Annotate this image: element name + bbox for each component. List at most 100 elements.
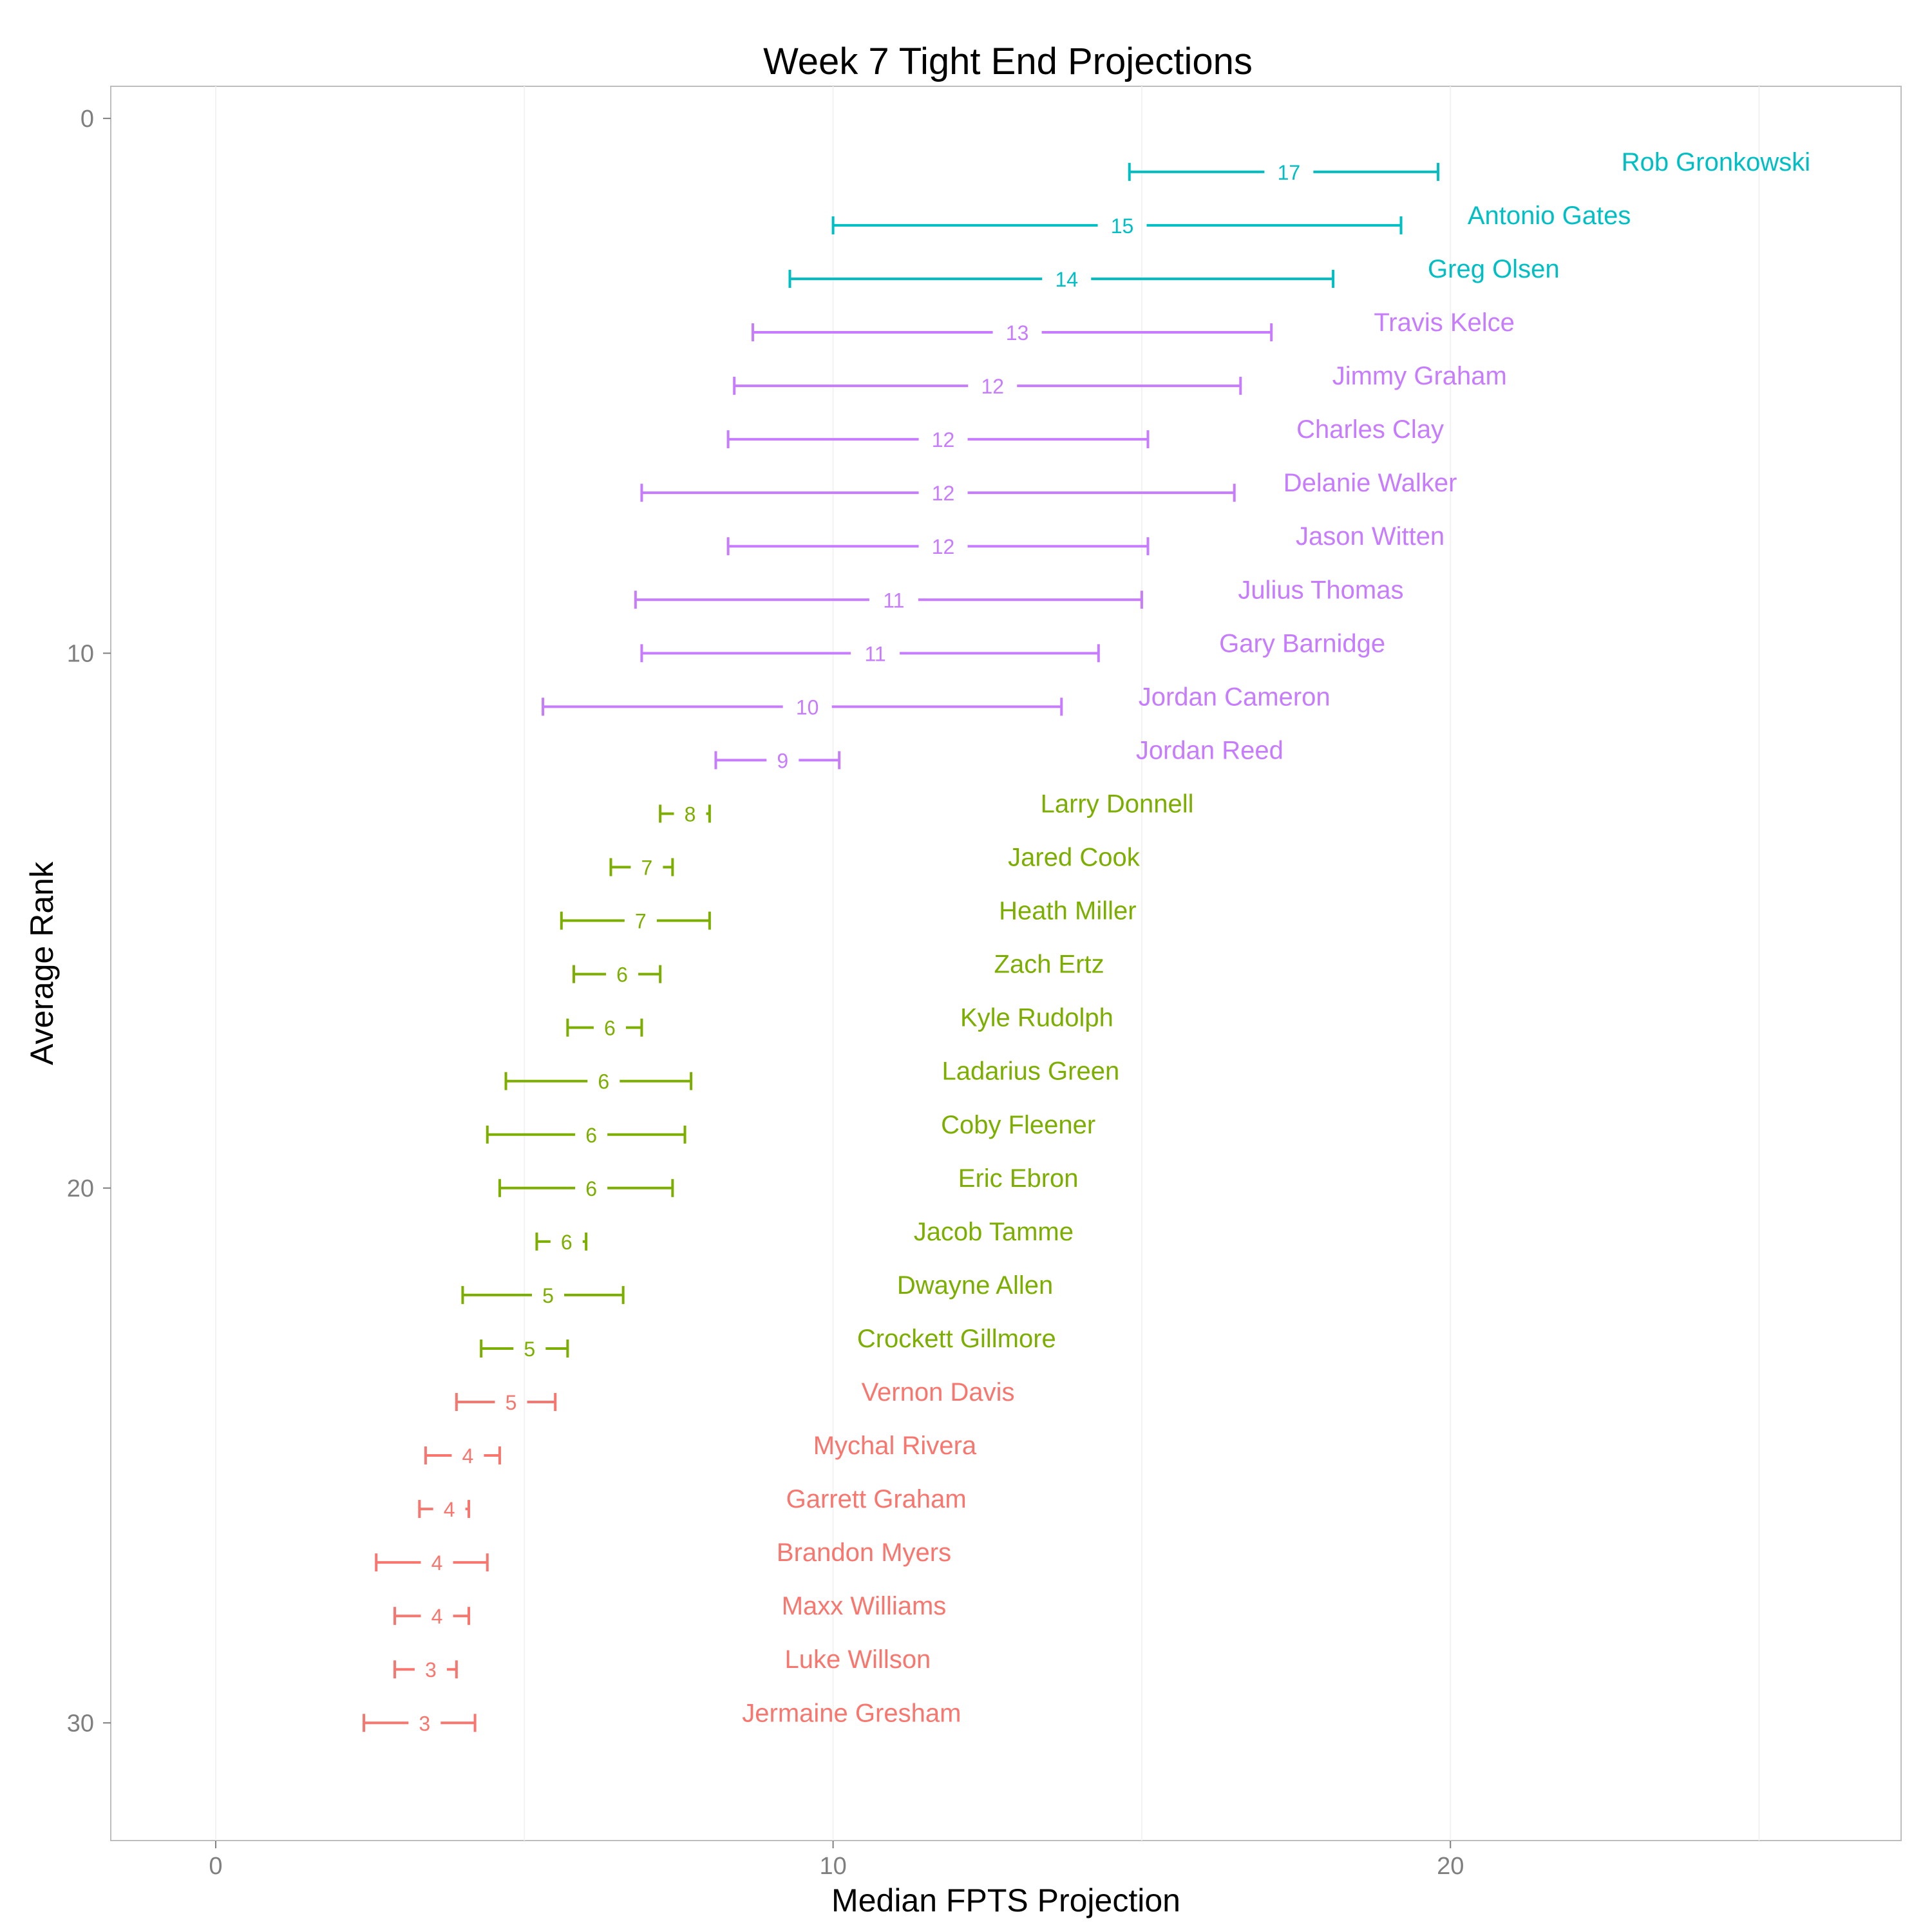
x-axis-title: Median FPTS Projection [831,1882,1180,1918]
error-bar [455,1393,557,1411]
error-bar [733,377,1242,395]
axes: 0 10 20 0 10 20 30 [67,106,1464,1880]
player-name-label: Gary Barnidge [1219,629,1385,658]
error-bar [418,1500,470,1519]
error-bar [751,323,1273,342]
error-bar [560,911,711,930]
median-value-label: 9 [777,749,788,772]
player-name-label: Jordan Cameron [1139,683,1331,711]
median-value-label: 17 [1278,161,1301,184]
player-name-label: Ladarius Green [942,1057,1119,1086]
median-value-label: 15 [1111,214,1134,238]
median-value-label: 14 [1055,268,1078,291]
y-axis-tick-label: 10 [67,640,94,667]
data-labels: 17 Rob Gronkowski 15 Antonio Gates 14 Greg Ol… [419,148,1810,1735]
player-name-label: Kyle Rudolph [960,1004,1113,1032]
median-value-label: 12 [981,375,1004,398]
player-name-label: Coby Fleener [941,1111,1095,1139]
error-bar [726,430,1150,449]
median-value-label: 10 [796,696,819,719]
median-value-label: 11 [864,642,886,665]
error-bar [424,1446,501,1465]
error-bar [363,1714,477,1732]
error-bar [393,1607,470,1625]
median-value-label: 8 [685,802,696,826]
x-axis-tick-label: 10 [819,1853,846,1880]
player-name-label: Jimmy Graham [1332,362,1507,390]
median-value-label: 12 [932,428,955,451]
median-value-label: 6 [604,1017,616,1040]
x-axis-tick-label: 20 [1437,1853,1464,1880]
error-bar [659,804,711,823]
player-name-label: Eric Ebron [958,1164,1079,1193]
player-name-label: Dwayne Allen [897,1271,1053,1300]
median-value-label: 5 [542,1284,554,1307]
y-axis-tick-label: 20 [67,1175,94,1202]
median-value-label: 6 [585,1124,597,1147]
player-name-label: Vernon Davis [862,1378,1015,1406]
median-value-label: 7 [635,910,647,933]
error-bar [609,858,674,876]
player-name-label: Greg Olsen [1428,255,1560,283]
error-bar [375,1553,489,1572]
player-name-label: Jared Cook [1008,844,1141,872]
player-name-label: Charles Clay [1296,415,1444,444]
error-bar [393,1660,458,1679]
error-bar [461,1285,625,1304]
error-bar [566,1018,643,1037]
error-bar [498,1179,674,1197]
player-name-label: Julius Thomas [1238,576,1403,604]
error-bar [572,965,662,983]
error-bar [1128,162,1440,181]
error-bar [486,1125,687,1144]
grid-lines [214,86,1760,1841]
player-name-label: Travis Kelce [1374,308,1515,337]
median-value-label: 5 [506,1391,517,1414]
error-bar [640,484,1236,502]
median-value-label: 12 [932,535,955,558]
error-bars [363,162,1440,1732]
median-value-label: 13 [1006,321,1029,345]
player-name-label: Crockett Gillmore [857,1325,1056,1353]
median-value-label: 4 [462,1444,474,1468]
median-value-label: 4 [431,1551,443,1575]
player-name-label: Larry Donnell [1041,790,1194,818]
player-name-label: Maxx Williams [782,1592,947,1620]
median-value-label: 12 [932,482,955,505]
player-name-label: Jacob Tamme [914,1218,1074,1246]
player-name-label: Heath Miller [999,897,1136,925]
player-name-label: Jordan Reed [1136,736,1283,764]
y-axis-tick-label: 0 [80,106,94,133]
median-value-label: 7 [641,857,653,880]
error-bar [535,1232,588,1251]
median-value-label: 5 [524,1338,535,1361]
error-bar [634,591,1143,609]
median-value-label: 6 [616,963,628,987]
error-bar [788,269,1335,288]
error-bar [480,1339,569,1358]
median-value-label: 11 [883,589,904,612]
player-name-label: Mychal Rivera [813,1432,977,1460]
median-value-label: 3 [425,1658,437,1681]
player-name-label: Brandon Myers [777,1539,951,1567]
player-name-label: Jason Witten [1296,522,1444,551]
x-axis-tick-label: 0 [209,1853,222,1880]
chart-title: Week 7 Tight End Projections [763,41,1253,82]
median-value-label: 3 [419,1712,430,1735]
y-axis-title: Average Rank [24,861,60,1065]
plot-panel [110,86,1902,1841]
median-value-label: 4 [444,1498,455,1521]
player-name-label: Garrett Graham [786,1485,967,1513]
player-name-label: Zach Ertz [994,951,1104,979]
error-bar [714,751,841,770]
error-bar [831,216,1403,234]
player-name-label: Rob Gronkowski [1622,148,1810,176]
median-value-label: 6 [585,1177,597,1200]
error-bar [640,644,1100,663]
median-value-label: 4 [431,1605,443,1628]
player-name-label: Delanie Walker [1283,469,1457,497]
error-bar [542,697,1063,716]
player-name-label: Jermaine Gresham [742,1699,961,1727]
player-name-label: Antonio Gates [1468,202,1631,230]
